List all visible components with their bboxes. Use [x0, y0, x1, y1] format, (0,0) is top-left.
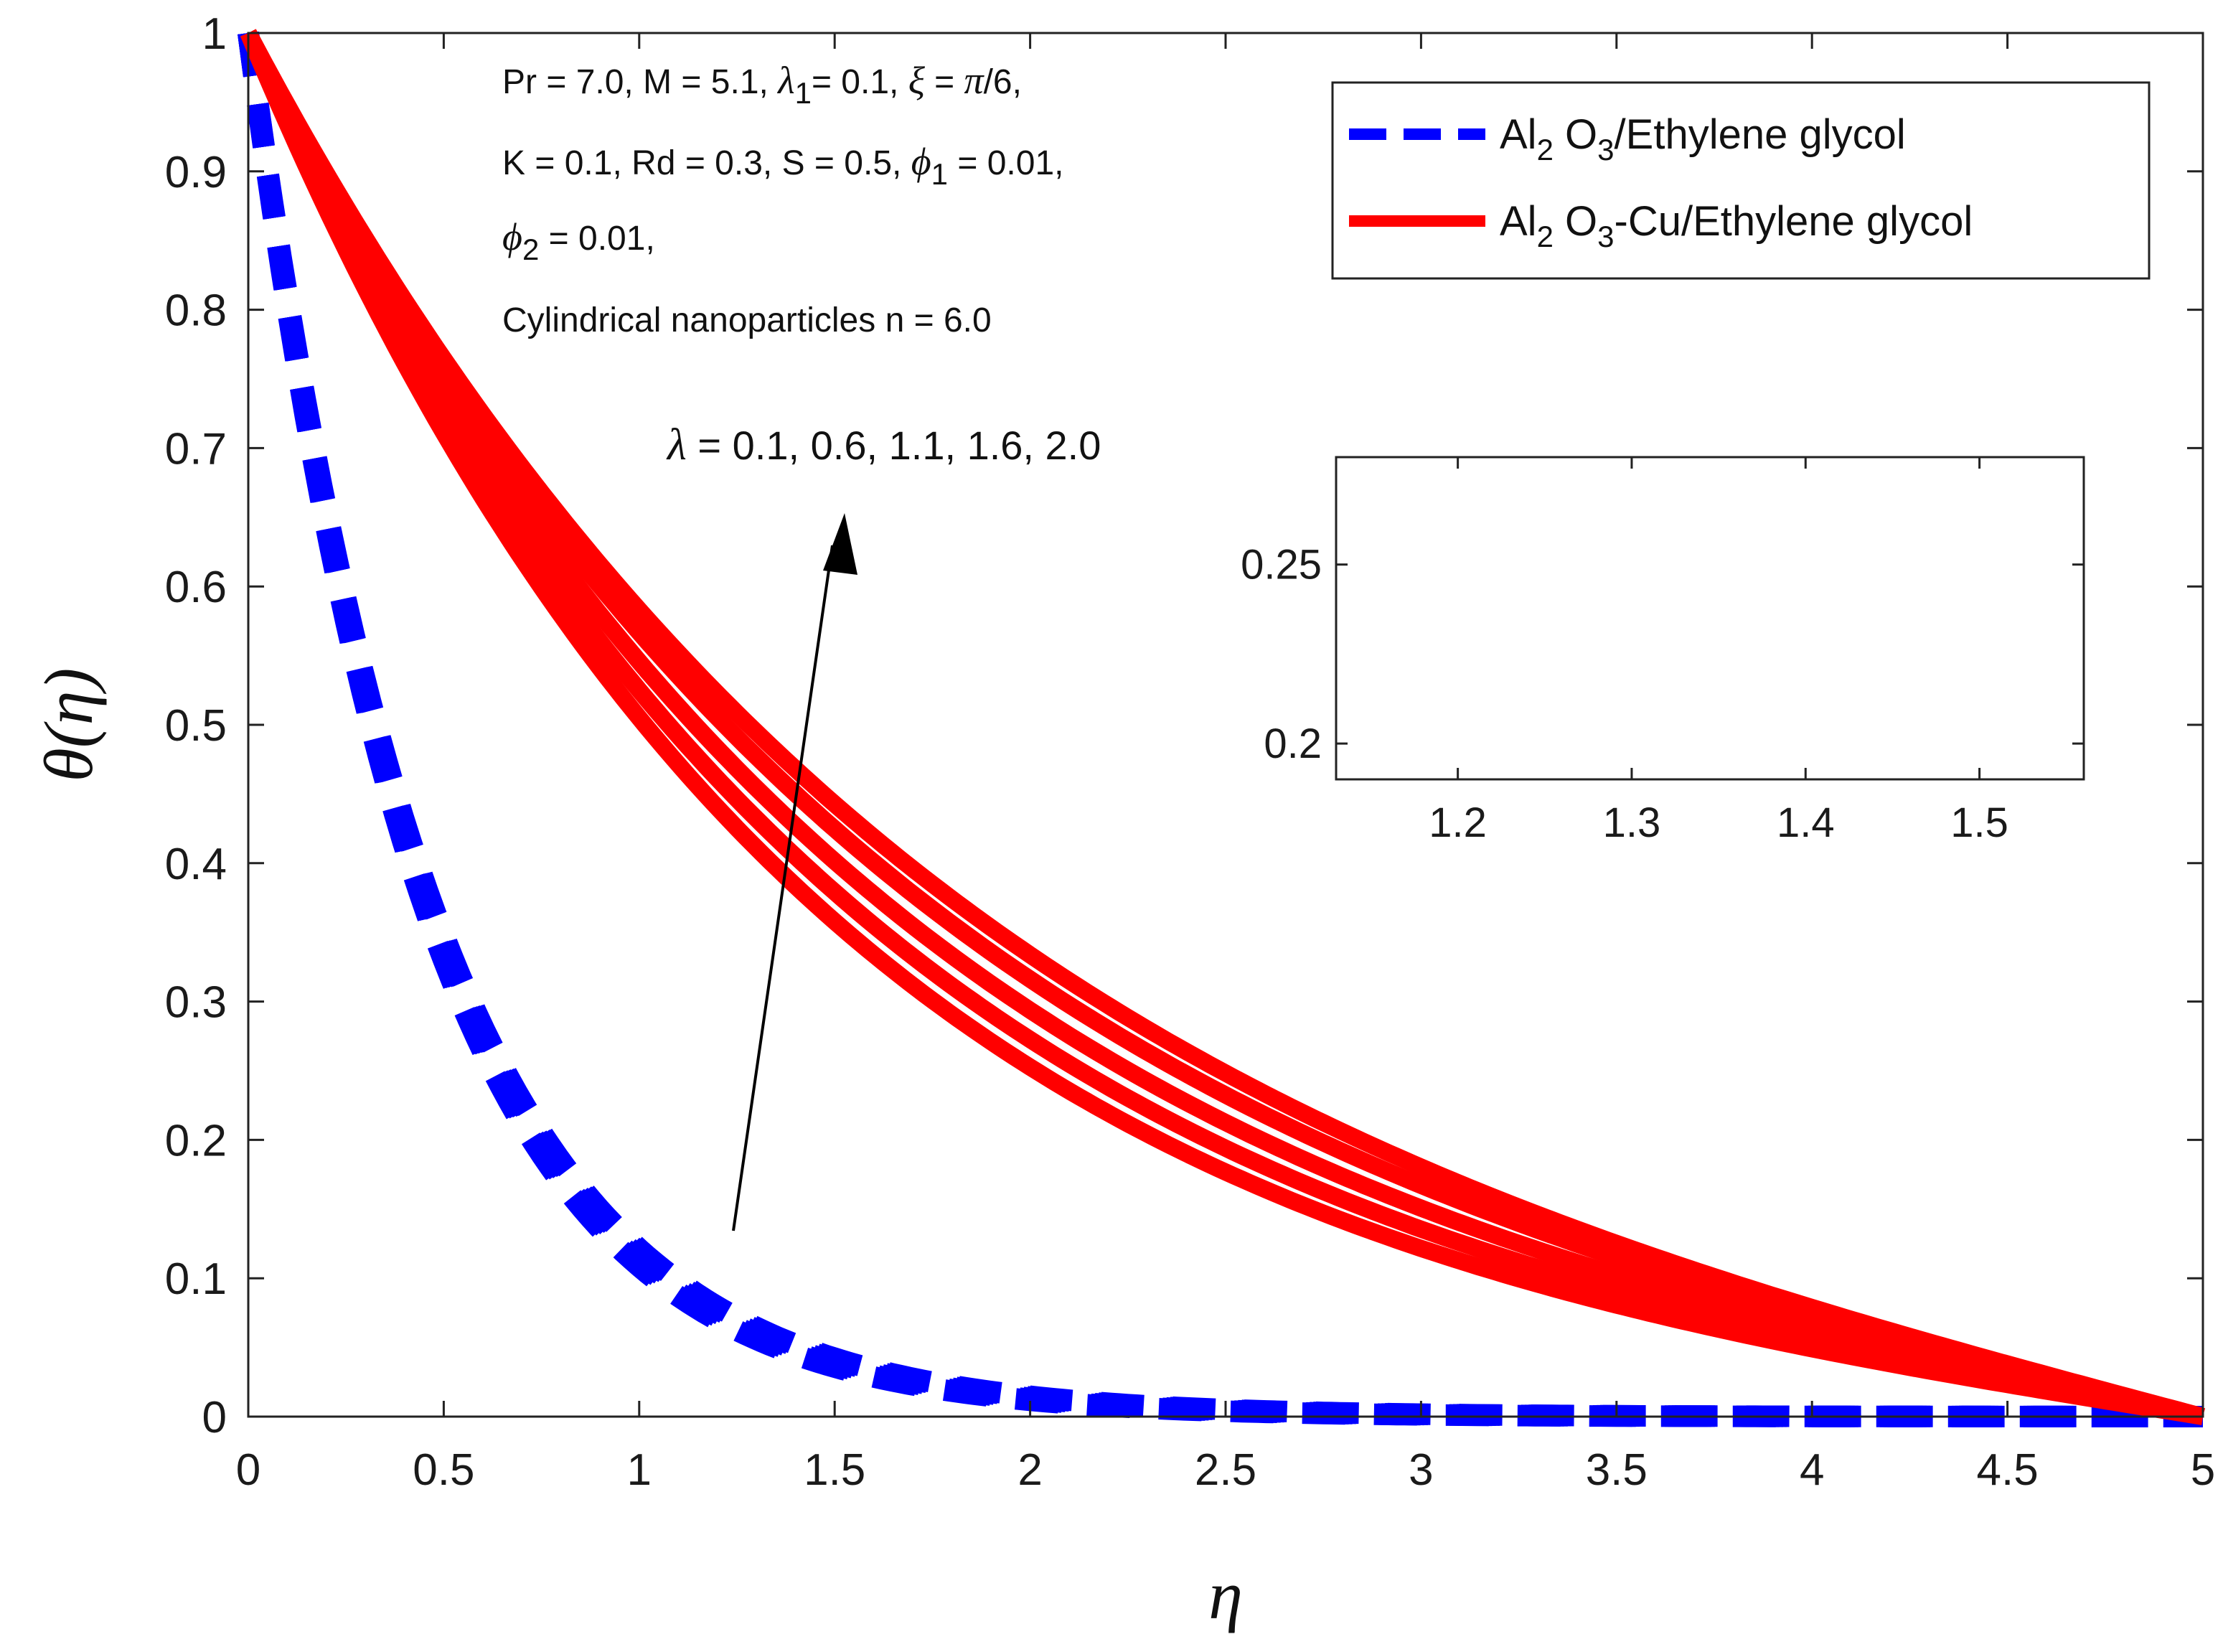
parameters-block: Pr = 7.0, M = 5.1, λ1= 0.1, ξ = π/6, K =… [502, 59, 1063, 339]
y-tick-label: 0.7 [165, 424, 227, 474]
y-tick-label: 0.3 [165, 978, 227, 1028]
param-line-1: Pr = 7.0, M = 5.1, λ1= 0.1, ξ = π/6, [502, 59, 1022, 110]
y-tick-label: 0.9 [165, 148, 227, 197]
x-tick-label: 0 [236, 1445, 260, 1495]
y-axis-label: θ(η) [30, 668, 107, 782]
main-axis-ticks: 0 0.5 1 1.5 2 2.5 3 3.5 4 4.5 5 0 0.1 0.2 0.3 0.4 0.5 0.6… [165, 9, 2215, 1495]
lambda-arrow-shaft [732, 545, 834, 1231]
legend-box [1331, 81, 2151, 280]
hybrid-curve-lambda-2.0 [240, 29, 2206, 1425]
inset-frame [1335, 456, 2085, 781]
inset-x-tick-label: 1.4 [1777, 799, 1835, 846]
svg-text:θ(η): θ(η) [30, 668, 107, 782]
x-tick-label: 2 [1017, 1445, 1042, 1495]
param-line-2: K = 0.1, Rd = 0.3, S = 0.5, ϕ1 = 0.01, [502, 140, 1063, 191]
svg-text:η: η [1208, 1557, 1243, 1633]
inset-y-tick-label: 0.25 [1241, 542, 1322, 588]
inset-x-tick-label: 1.5 [1950, 799, 2008, 846]
x-tick-label: 1.5 [804, 1445, 865, 1495]
y-tick-label: 1 [202, 9, 227, 59]
x-tick-label: 4 [1800, 1445, 1824, 1495]
inset-y-tick-label: 0.2 [1264, 721, 1322, 767]
lambda-annotation-text: λ = 0.1, 0.6, 1.1, 1.6, 2.0 [666, 421, 1101, 469]
y-tick-label: 0.1 [165, 1254, 227, 1304]
lambda-arrow-head [823, 513, 857, 575]
y-tick-label: 0.4 [165, 840, 227, 889]
hybrid-curve-lambda-1.1 [240, 29, 2205, 1425]
legend-label-mono: Al2 O3/Ethylene glycol [1500, 111, 1906, 166]
y-tick-label: 0.2 [165, 1116, 227, 1165]
param-line-4: Cylindrical nanoparticles n = 6.0 [502, 301, 992, 339]
y-tick-label: 0 [202, 1393, 227, 1442]
legend: Al2 O3/Ethylene glycol Al2 O3-Cu/Ethylen… [1331, 81, 2151, 280]
x-tick-label: 1 [627, 1445, 652, 1495]
lambda-annotation: λ = 0.1, 0.6, 1.1, 1.6, 2.0 [666, 421, 1101, 1231]
y-tick-label: 0.5 [165, 701, 227, 751]
inset-x-tick-label: 1.2 [1429, 799, 1487, 846]
inset-x-tick-label: 1.3 [1603, 799, 1661, 846]
inset-axis-ticks: 1.2 1.3 1.4 1.5 0.2 0.25 [1241, 457, 2084, 846]
x-tick-label: 5 [2191, 1445, 2215, 1495]
y-tick-label: 0.6 [165, 563, 227, 612]
inset-plot: 1.2 1.3 1.4 1.5 0.2 0.25 [1241, 456, 2085, 846]
x-tick-label: 3.5 [1586, 1445, 1648, 1495]
param-line-3: ϕ2 = 0.01, [502, 215, 655, 266]
inset-background [1336, 457, 2084, 779]
x-tick-label: 2.5 [1195, 1445, 1256, 1495]
y-tick-label: 0.8 [165, 286, 227, 336]
x-tick-label: 3 [1409, 1445, 1433, 1495]
legend-label-hybrid: Al2 O3-Cu/Ethylene glycol [1500, 198, 1973, 253]
x-axis-label: η [1208, 1557, 1243, 1633]
x-tick-label: 4.5 [1976, 1445, 2038, 1495]
x-tick-label: 0.5 [413, 1445, 474, 1495]
